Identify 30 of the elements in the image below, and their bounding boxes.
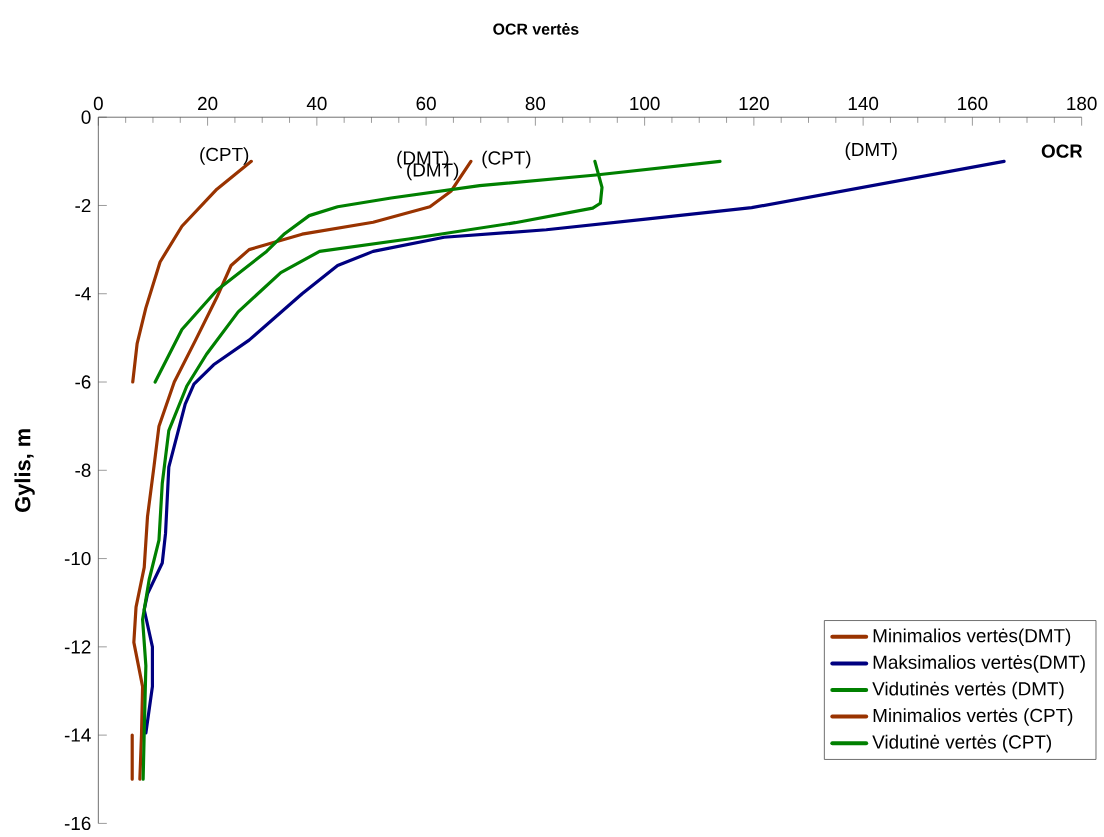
x-tick-label: 60: [416, 96, 436, 111]
y-tick-label: -6: [75, 375, 91, 389]
y-tick-label: 0: [81, 110, 91, 124]
y-tick-label: -8: [75, 463, 91, 477]
annotation: (DMT): [845, 142, 897, 160]
annotation: (CPT): [482, 150, 531, 169]
x-tick-label: 100: [630, 96, 660, 111]
legend-label: Vidutinė vertės (CPT): [872, 734, 1052, 753]
y-tick-label: -12: [64, 640, 91, 654]
legend-label: Maksimalios vertės(DMT): [873, 654, 1085, 673]
y-tick-label: -16: [64, 816, 91, 830]
x-tick-label: 40: [306, 96, 327, 111]
legend-label: Vidutinės vertės (DMT): [872, 681, 1064, 700]
y-axis-title: Gylis, m: [14, 429, 35, 512]
x-tick-label: 0: [93, 96, 103, 111]
x-tick-label: 120: [739, 96, 769, 111]
y-tick-label: -14: [64, 728, 91, 742]
legend-label: Minimalios vertės(DMT): [873, 628, 1071, 646]
x-tick-label: 160: [958, 96, 988, 111]
y-tick-label: -10: [64, 551, 91, 566]
annotation: (CPT): [200, 147, 249, 165]
x-tick-label: 80: [525, 96, 546, 111]
x-tick-label: 140: [848, 96, 879, 111]
legend-label: Minimalios vertės (CPT): [873, 708, 1073, 726]
x-axis-title: OCR vertės: [493, 22, 579, 35]
x-tick-label: 180: [1067, 96, 1097, 111]
y-tick-label: -4: [75, 287, 91, 301]
y-tick-label: -2: [75, 198, 91, 212]
annotation: OCR: [1041, 144, 1083, 158]
x-tick-label: 20: [198, 96, 218, 111]
